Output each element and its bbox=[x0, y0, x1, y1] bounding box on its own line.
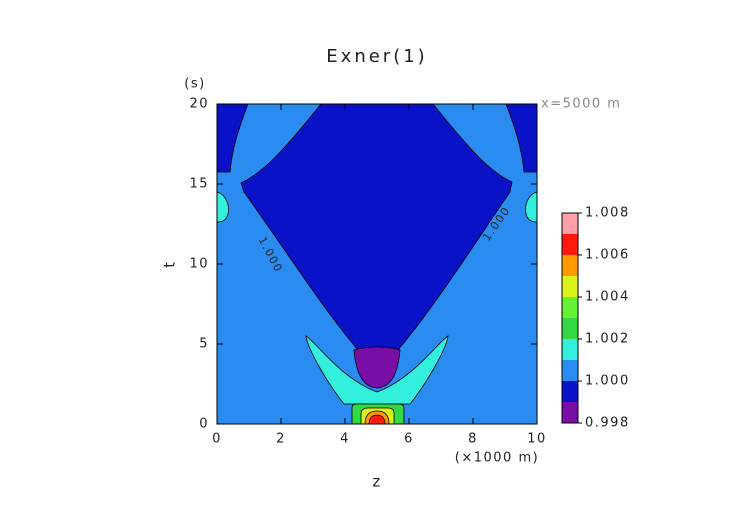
x-tick-label: 8 bbox=[468, 432, 478, 447]
x-tick-label: 2 bbox=[276, 432, 286, 447]
contour-region bbox=[525, 191, 538, 223]
x-tick-label: 10 bbox=[527, 432, 547, 447]
colorbar-label: 0.998 bbox=[585, 416, 630, 431]
contour-region bbox=[505, 103, 538, 173]
colorbar-label: 1.000 bbox=[585, 374, 630, 389]
contour-field bbox=[216, 103, 538, 425]
colorbar-frame bbox=[561, 212, 579, 424]
colorbar-label: 1.004 bbox=[585, 290, 630, 305]
contour-region bbox=[353, 346, 401, 389]
colorbar-box bbox=[562, 402, 578, 423]
colorbar-box bbox=[562, 297, 578, 318]
colorbar-box bbox=[562, 381, 578, 402]
y-unit: (s) bbox=[184, 77, 205, 92]
x-axis-label: z bbox=[372, 473, 381, 491]
annotation: x=5000 m bbox=[541, 97, 621, 112]
colorbar-box bbox=[562, 213, 578, 234]
contour-region bbox=[305, 335, 449, 405]
colorbar-box bbox=[562, 339, 578, 360]
y-tick-label: 15 bbox=[189, 177, 209, 192]
y-tick-label: 0 bbox=[199, 417, 209, 432]
colorbar-label: 1.006 bbox=[585, 248, 630, 263]
x-tick-label: 4 bbox=[340, 432, 350, 447]
contour-region bbox=[368, 414, 386, 425]
y-axis-label: t bbox=[161, 260, 179, 267]
x-tick-label: 0 bbox=[212, 432, 222, 447]
colorbar-box bbox=[562, 360, 578, 381]
colorbar-box bbox=[562, 318, 578, 339]
y-tick-label: 10 bbox=[189, 257, 209, 272]
colorbar-box bbox=[562, 255, 578, 276]
y-tick-label: 5 bbox=[199, 337, 209, 352]
x-unit: (×1000 m) bbox=[455, 451, 539, 466]
chart-title: Exner(1) bbox=[326, 46, 427, 67]
contour-region bbox=[216, 191, 229, 223]
colorbar-box bbox=[562, 234, 578, 255]
colorbar-box bbox=[562, 276, 578, 297]
colorbar-label: 1.002 bbox=[585, 332, 630, 347]
y-tick-label: 20 bbox=[189, 97, 209, 112]
x-tick-label: 6 bbox=[404, 432, 414, 447]
contour-region bbox=[216, 103, 249, 173]
colorbar-label: 1.008 bbox=[585, 206, 630, 221]
